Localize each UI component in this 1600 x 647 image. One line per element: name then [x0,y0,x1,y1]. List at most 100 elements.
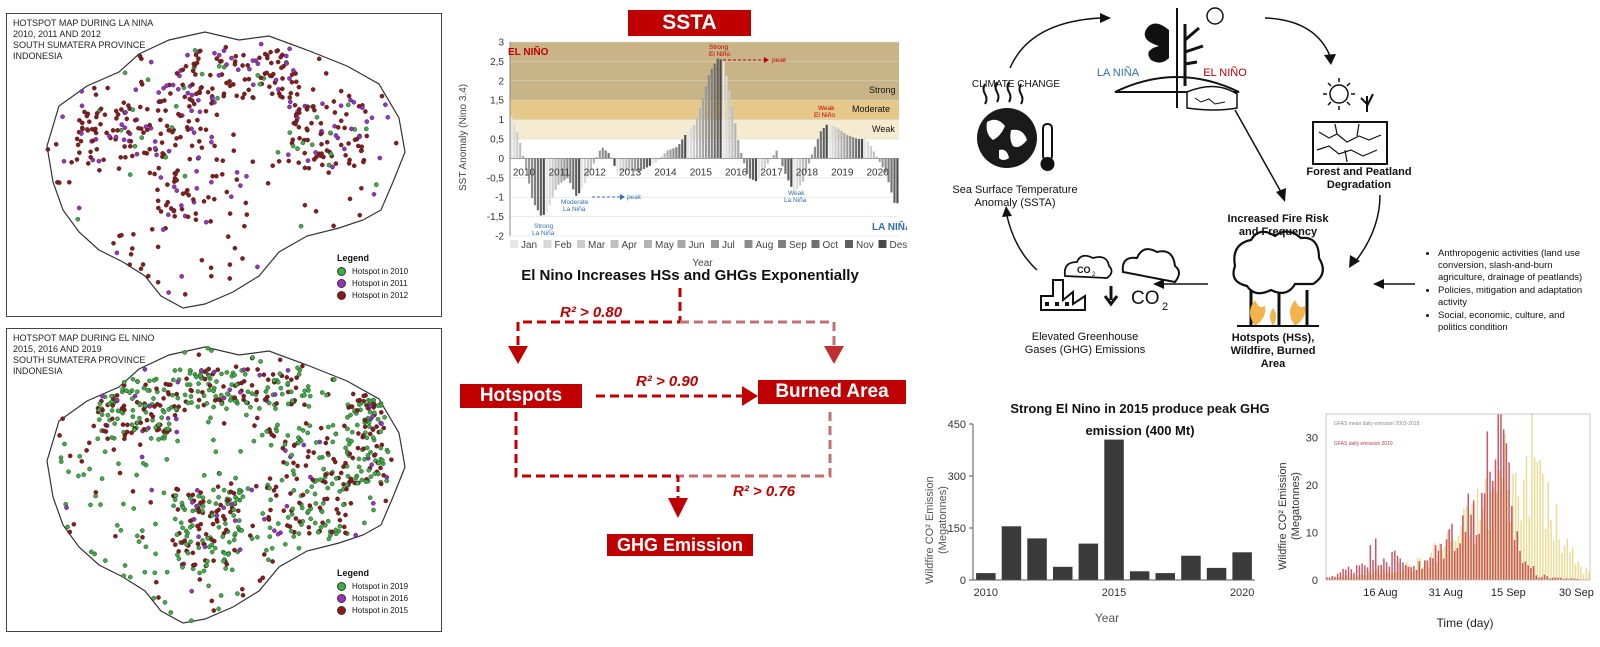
hotspot-point [161,429,166,434]
hotspot-point [198,85,204,91]
cycle-climate-change: CLIMATE CHANGE [971,79,1061,90]
daily-legend-1: GFAS mean daily emission 2003-2018 [1334,421,1420,427]
hotspot-point [270,71,276,77]
hotspot-point [280,445,286,451]
month-legend-label: Mar [588,240,606,251]
hotspot-point [215,367,221,373]
hotspot-point [129,422,135,427]
daily-bar-mean [1427,568,1430,580]
hotspot-point [221,48,227,53]
daily-bar-2019 [1497,414,1499,580]
hotspot-point [344,112,349,117]
hotspot-point [325,485,331,491]
daily-bar-2019 [1472,500,1475,580]
hotspot-point [122,433,128,438]
hotspot-point [377,155,383,161]
daily-bar-2019 [1568,578,1570,580]
ssta-bar [763,158,766,169]
hotspot-point [57,180,62,185]
hotspot-point [190,197,196,202]
hotspot-point [272,528,277,533]
month-legend-label: Sep [789,240,807,251]
hotspot-point [356,464,362,470]
hotspot-point [206,419,211,425]
hotspot-point [145,77,151,82]
hotspot-point [93,493,98,499]
hotspot-point [115,112,121,117]
hotspot-point [182,392,188,398]
hotspot-point [159,140,165,145]
daily-bar-mean [1384,573,1386,580]
hotspot-point [125,422,130,428]
hotspot-point [236,518,242,523]
hotspot-point [273,484,279,490]
daily-bar-2019 [1513,540,1516,580]
hotspot-point [326,162,332,168]
cycle-arrowhead [1324,54,1336,65]
hotspot-point [322,496,327,502]
hotspot-point [366,424,372,429]
hotspot-point [216,52,222,58]
daily-bar-2019 [1562,578,1565,580]
flow-bottom-right-connector [678,412,832,478]
hotspot-point [302,402,307,407]
hotspot-point [168,610,174,615]
hotspot-point [238,183,243,188]
hotspot-point [323,472,328,477]
hotspot-point [139,528,145,533]
hotspot-point [288,491,293,496]
hotspot-point [291,68,296,73]
hotspot-point [338,470,344,476]
daily-bar-2019 [1459,543,1461,580]
hotspot-point [195,541,201,547]
hotspot-point [227,262,233,267]
hotspot-point [221,487,227,493]
daily-bar-mean [1357,576,1359,580]
annual-ylabel: Wildfire CO² Emission [924,476,936,584]
ssta-bar [751,158,755,180]
hotspot-point [268,507,273,513]
hotspot-point [351,163,357,169]
hotspot-point [180,564,185,570]
map-elnino-shape [46,345,406,624]
hotspot-point [131,506,136,511]
hotspot-point [255,264,260,270]
hotspot-point [267,525,273,531]
ssta-bar [816,139,819,159]
hotspot-point [313,440,319,445]
hotspot-point [383,498,389,504]
hotspot-point [323,479,328,485]
hotspot-point [87,440,92,446]
hotspot-point [317,455,322,460]
hotspot-point [200,503,206,509]
hotspot-point [288,377,294,383]
legend-swatch-green [337,267,346,277]
annual-bar [1181,555,1201,580]
daily-bar-2019 [1505,443,1508,580]
hotspot-point [247,66,252,72]
hotspot-point [338,118,344,124]
daily-bar-2019 [1437,550,1440,580]
hotspot-point [111,447,117,452]
daily-bar-mean [1365,575,1367,580]
hotspot-point [128,251,134,257]
daily-bar-2019 [1334,576,1336,580]
hotspot-point [274,401,279,406]
hotspot-point [251,438,257,444]
daily-ytick-label: 30 [1306,433,1318,445]
daily-bar-2019 [1413,565,1415,580]
hotspot-point [168,382,173,388]
month-legend-swatch [610,240,619,248]
daily-bar-mean [1539,459,1541,580]
hotspot-point [374,443,380,449]
hotspot-point [252,423,257,428]
hotspot-point [119,107,124,112]
hotspot-point [201,568,207,574]
hotspot-point [231,507,237,513]
hotspot-point [363,109,368,114]
hotspot-point [245,389,251,395]
hotspot-point [179,274,184,279]
hotspot-point [316,56,322,62]
province-outline [46,346,406,624]
month-legend-label: Des [890,240,908,251]
